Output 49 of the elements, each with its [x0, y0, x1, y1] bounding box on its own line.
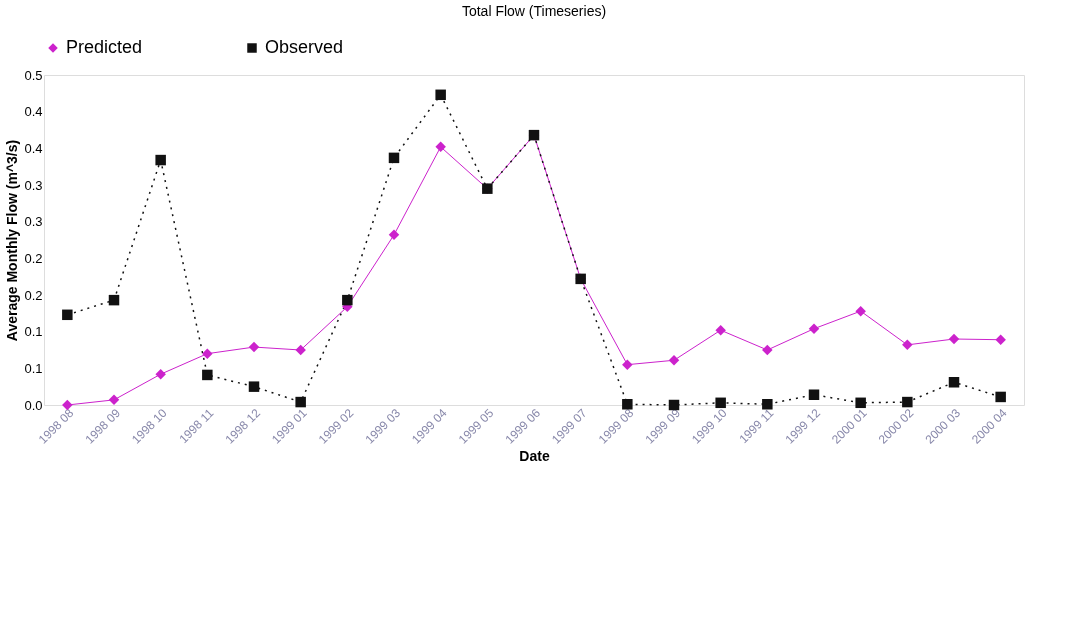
point	[995, 391, 1006, 403]
y-tick-label: 0.4	[24, 104, 43, 120]
chart-title: Total Flow (Timeseries)	[461, 3, 607, 19]
point	[108, 294, 120, 306]
point	[435, 89, 446, 101]
point	[715, 397, 726, 409]
x-axis-title: Date	[519, 447, 550, 464]
y-tick-label: 0.0	[24, 397, 43, 413]
point	[248, 341, 260, 353]
point	[62, 309, 73, 321]
y-tick-label: 0.3	[24, 177, 43, 193]
y-axis-title: Average Monthly Flow (m^3/s)	[4, 139, 21, 342]
y-tick-label: 0.2	[24, 287, 43, 303]
point	[622, 359, 633, 370]
point	[855, 397, 866, 409]
point	[855, 305, 866, 317]
point	[435, 141, 446, 153]
point	[948, 377, 960, 388]
y-tick-label: 0.4	[24, 140, 43, 156]
legend-label: Predicted	[66, 37, 143, 57]
point	[668, 355, 680, 366]
point	[902, 396, 913, 408]
point	[715, 324, 726, 336]
point	[388, 152, 400, 164]
point	[295, 396, 306, 408]
point	[668, 399, 680, 411]
point	[995, 334, 1006, 345]
point	[108, 394, 120, 406]
point	[155, 154, 166, 166]
point	[155, 368, 166, 380]
point	[808, 323, 820, 334]
point	[808, 389, 820, 400]
y-tick-label: 0.5	[24, 67, 43, 83]
point	[762, 399, 773, 410]
point	[622, 399, 633, 410]
point	[388, 229, 400, 241]
point	[248, 381, 260, 392]
y-tick-label: 0.1	[24, 360, 43, 376]
point	[762, 344, 773, 356]
point	[342, 294, 353, 306]
point	[295, 344, 306, 356]
point	[948, 333, 960, 345]
point	[902, 339, 913, 351]
legend-label: Observed	[265, 37, 344, 57]
y-tick-label: 0.1	[24, 324, 43, 340]
y-tick-label: 0.3	[24, 214, 43, 230]
point	[202, 369, 213, 381]
y-tick-label: 0.2	[24, 250, 43, 266]
point	[202, 348, 213, 359]
